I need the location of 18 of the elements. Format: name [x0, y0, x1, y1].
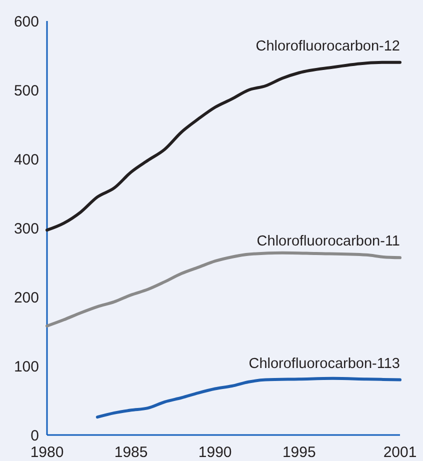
- x-tick-label: 2001: [383, 444, 417, 461]
- series-label: Chlorofluorocarbon-11: [256, 234, 400, 250]
- x-tick-label: 1990: [198, 444, 232, 461]
- y-tick-label: 300: [14, 220, 39, 238]
- x-tick-label: 1985: [114, 444, 148, 461]
- y-tick-label: 600: [14, 13, 39, 30]
- line-series: [46, 251, 402, 328]
- x-tick-label: 1995: [282, 444, 316, 461]
- y-tick-label: 100: [14, 358, 39, 376]
- y-tick-label: 200: [14, 289, 39, 306]
- y-tick-label: 0: [30, 427, 39, 444]
- x-tick-label: 1980: [30, 444, 64, 461]
- line-series: [46, 60, 402, 232]
- y-tick-label: 400: [14, 151, 39, 168]
- series-label: Chlorofluorocarbon-12: [256, 38, 400, 54]
- series-label: Chlorofluorocarbon-113: [248, 356, 400, 372]
- y-tick-label: 500: [14, 82, 39, 100]
- line-series: [96, 376, 402, 419]
